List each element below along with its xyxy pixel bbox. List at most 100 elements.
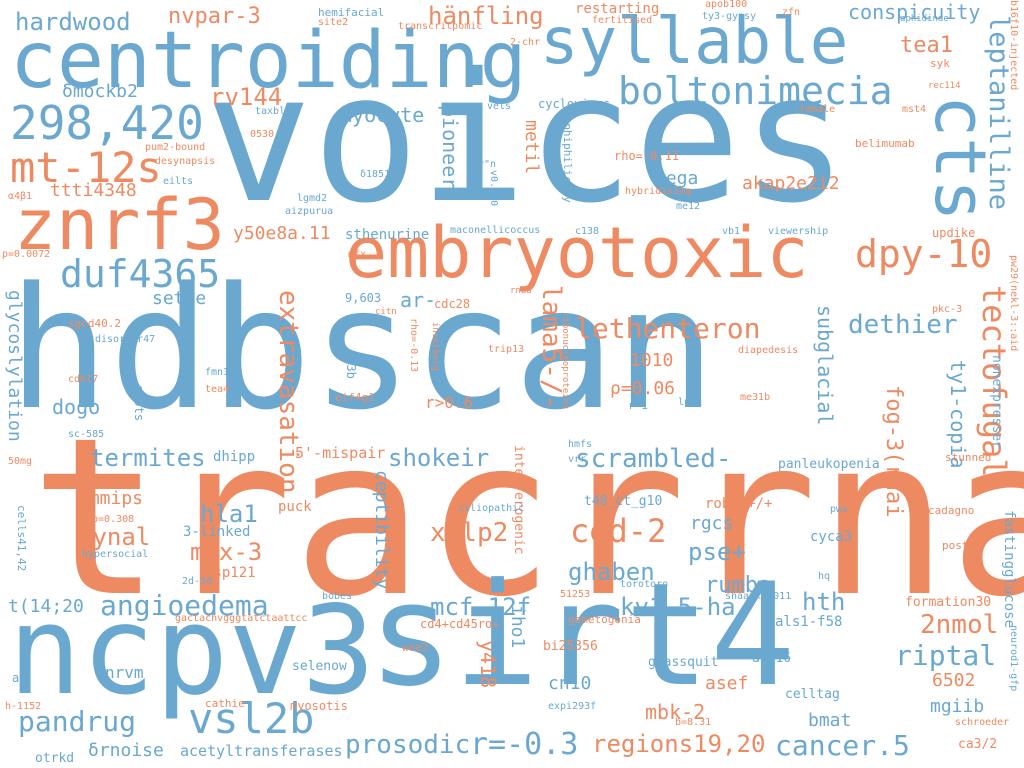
word: cathie xyxy=(205,697,245,710)
word: dynal xyxy=(78,523,151,551)
word: cadagno xyxy=(928,504,975,517)
word: nvpar-3 xyxy=(168,4,261,29)
word: cn10 xyxy=(548,673,592,694)
word: vrr xyxy=(568,454,587,465)
word: neurod1-gfp xyxy=(1008,625,1019,692)
word: mst4 xyxy=(902,104,927,115)
word: vb1 xyxy=(722,226,741,237)
word: bmat xyxy=(808,710,852,731)
word: ced-2 xyxy=(570,512,667,550)
word: diapedesis xyxy=(738,345,799,356)
word: iho1 xyxy=(507,605,528,649)
word: myosotis xyxy=(290,699,348,713)
word: s43b xyxy=(344,350,358,379)
word: asef xyxy=(705,673,749,694)
word: tectofugal xyxy=(975,285,1013,478)
word: α4β1 xyxy=(8,191,33,202)
word: cyca3 xyxy=(810,529,853,545)
word: embryotoxic xyxy=(345,212,809,294)
word: ty1-copia xyxy=(946,360,970,469)
word: me12 xyxy=(676,201,701,212)
word: inselberg xyxy=(430,322,440,371)
word: ciliopathic xyxy=(458,503,525,514)
word: lgmd2 xyxy=(297,193,328,204)
word: sc-585 xyxy=(68,429,105,440)
word: ribonucleoproteins xyxy=(560,312,570,410)
word: syllable xyxy=(540,5,849,79)
word: robo2+/+ xyxy=(705,496,773,512)
word: r"n xyxy=(478,159,497,170)
word: bobes xyxy=(322,591,353,602)
word: δmockb2 xyxy=(62,81,138,102)
word: aizpurua xyxy=(285,206,334,217)
word: hla1 xyxy=(200,500,258,528)
word: schroeder xyxy=(955,717,1010,728)
word: δ1851 xyxy=(360,169,391,180)
word: mgiib xyxy=(930,696,985,717)
word: gametogonia xyxy=(568,613,641,626)
word: p=0.0072 xyxy=(2,249,51,260)
word: 3-linked xyxy=(183,524,251,540)
word: p=0.308 xyxy=(92,514,135,525)
word: vsl2b xyxy=(188,694,315,743)
word: 2nmol xyxy=(920,610,999,640)
word: ca3/2 xyxy=(958,737,998,752)
word: cells41,42 xyxy=(15,505,28,572)
word: eif4g1 xyxy=(335,391,375,404)
word: rv144 xyxy=(210,83,283,111)
word: belimumab xyxy=(855,137,915,150)
word: riptal xyxy=(895,639,997,672)
word: nrvm xyxy=(105,663,144,682)
word: b=8.31 xyxy=(675,717,712,728)
word: lethenteron xyxy=(575,312,761,345)
word: fertilised xyxy=(592,15,653,26)
word: pega xyxy=(655,168,699,189)
word: regions19,20 xyxy=(592,730,766,758)
word: mcf-12f xyxy=(430,593,532,621)
word: 298,420 xyxy=(10,96,204,150)
word: myocyte xyxy=(340,103,425,127)
word: hq xyxy=(818,571,831,582)
word: expi293f xyxy=(548,701,597,712)
word: msp121 xyxy=(205,565,256,581)
word: 2d-3d xyxy=(182,576,213,587)
word: updike xyxy=(932,226,976,240)
word: dogo xyxy=(52,395,101,419)
word: boltonimecia xyxy=(618,69,893,113)
word: eilts xyxy=(163,176,194,187)
word: gactachvgggtatctaattcc xyxy=(175,613,308,624)
word: pse+ xyxy=(688,538,746,566)
word: tracrrna xyxy=(30,392,1024,645)
word: c138 xyxy=(575,226,600,237)
word: cdc28 xyxy=(434,297,471,311)
word: hth xyxy=(802,588,846,616)
word: stunned xyxy=(945,451,992,464)
word: t48_ct_g10 xyxy=(584,494,663,509)
word: fmn11 xyxy=(205,367,236,378)
word: cancer.5 xyxy=(775,729,910,762)
word: setae xyxy=(152,288,207,309)
word: mbk-2 xyxy=(645,700,706,724)
word: otrkd xyxy=(35,751,75,766)
word: fastingglucose xyxy=(1001,510,1017,629)
word: interferogenic xyxy=(511,445,526,555)
word: rnaa xyxy=(510,286,532,296)
word: scrambled- xyxy=(575,444,732,474)
word: r"1 xyxy=(628,399,648,412)
word: y50e8a.11 xyxy=(233,223,331,244)
word: duf4365 xyxy=(60,252,221,296)
word: cyclovirus xyxy=(538,97,611,111)
word: subglacial xyxy=(813,305,837,426)
word: desynapsis xyxy=(155,156,216,167)
word: apob100 xyxy=(705,0,748,10)
word: ncpv3 xyxy=(8,580,376,722)
word: r>0.6 xyxy=(425,393,474,412)
word: sirt4 xyxy=(368,553,796,718)
word: pandrug xyxy=(18,705,137,738)
word: tea4 xyxy=(205,384,230,395)
word: termites xyxy=(90,444,206,472)
word: zfn xyxy=(782,7,801,18)
word: 50mg xyxy=(8,456,33,467)
word: smmips xyxy=(78,488,144,509)
word: 1010 xyxy=(630,350,674,371)
